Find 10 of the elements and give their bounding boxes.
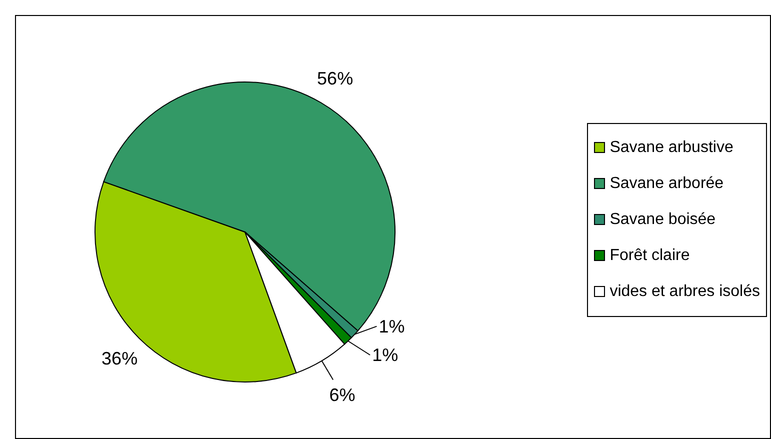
data-label: 1% <box>372 344 398 365</box>
data-label: 56% <box>317 68 354 88</box>
data-label: 36% <box>102 348 138 368</box>
legend-label: Savane arbustive <box>610 138 734 156</box>
legend-label: vides et arbres isolés <box>610 282 760 300</box>
legend-label: Savane boisée <box>610 210 716 228</box>
data-label: 1% <box>378 316 405 336</box>
legend-label: Forêt claire <box>610 246 690 264</box>
data-label: 6% <box>329 385 356 406</box>
legend-label: Savane arborée <box>610 174 724 192</box>
